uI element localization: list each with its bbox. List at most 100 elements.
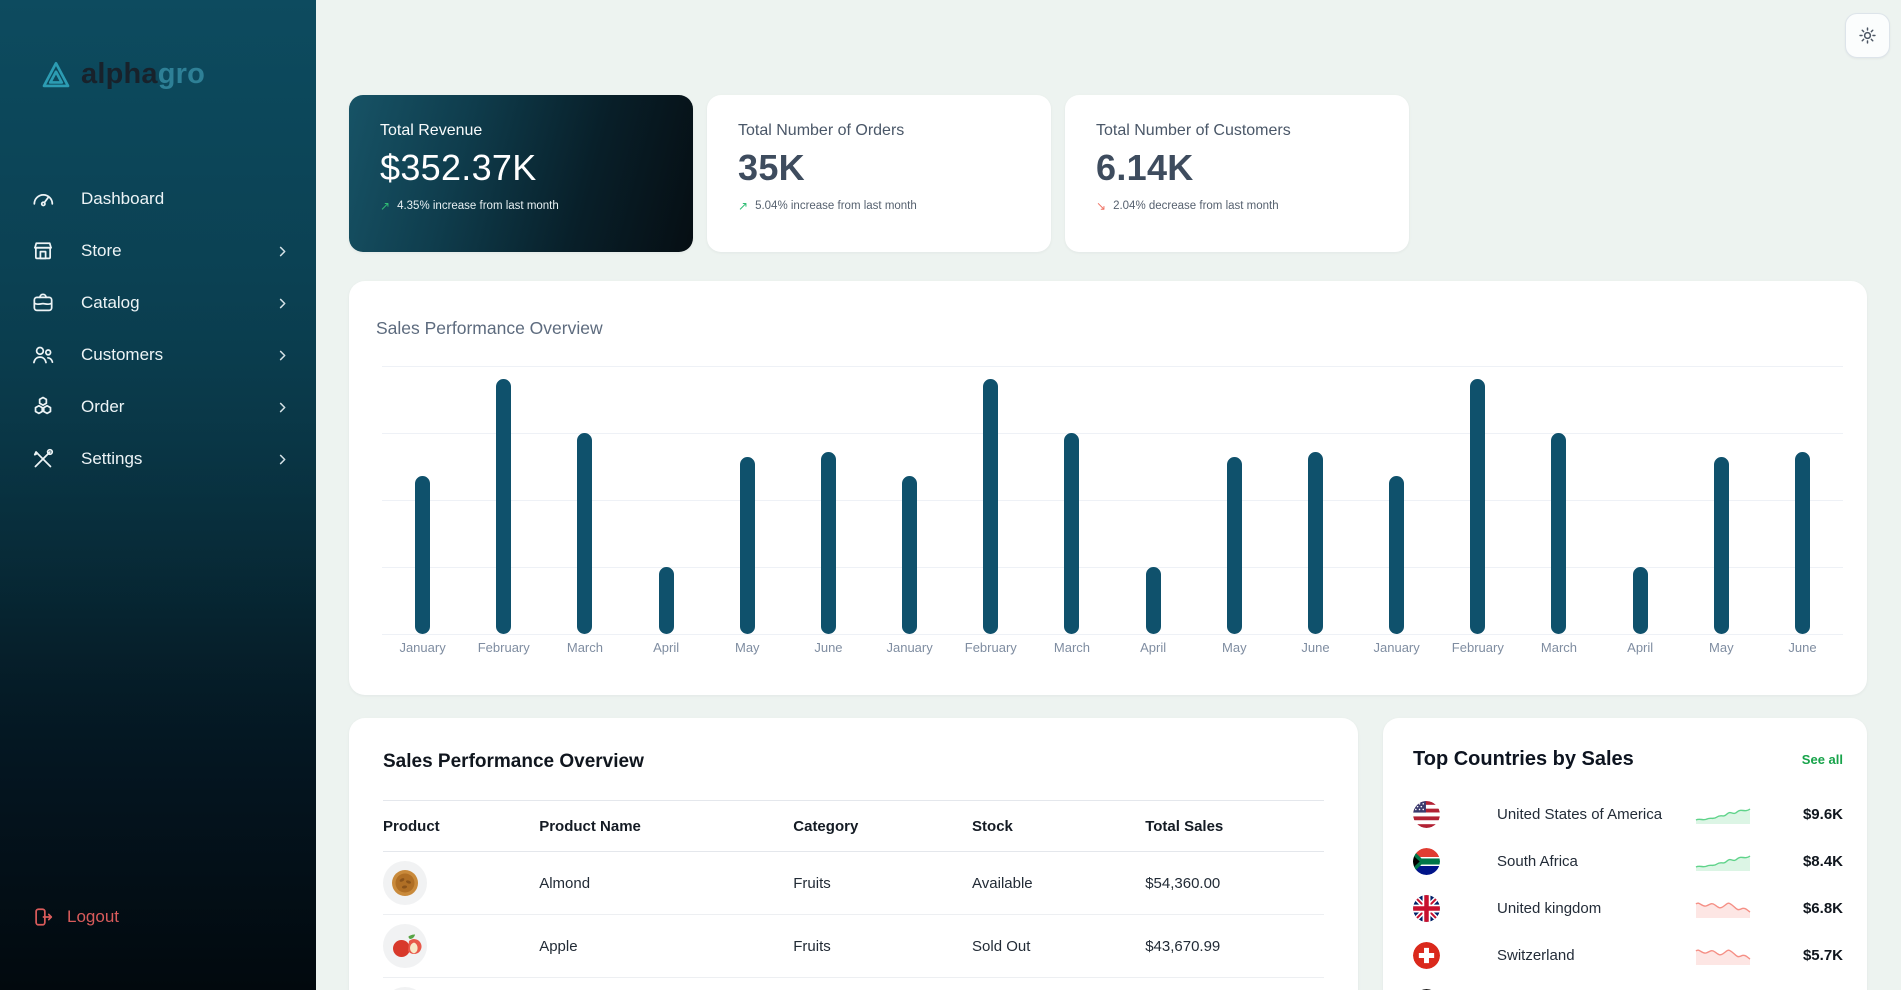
cubes-icon [30, 394, 56, 420]
cell-product-name: Almond [539, 874, 591, 892]
x-axis-label: February [477, 640, 530, 655]
bar-slot [1681, 366, 1762, 634]
product-image-apple [383, 924, 427, 968]
table-body: Almond Fruits Available $54,360.00 Apple Frui… [383, 852, 1324, 990]
table-header-row: Product Product Name Category Stock Total Sa… [383, 801, 1324, 852]
table-title: Sales Performance Overview [383, 751, 644, 772]
bar-march-2 [577, 433, 593, 634]
column-header-product-name: Product Name [539, 817, 641, 835]
bar-slot [626, 366, 707, 634]
x-axis-label: January [886, 640, 933, 655]
bar-january-12 [1389, 475, 1405, 634]
x-axis-label: April [653, 640, 680, 655]
sparkline-down-icon [1695, 898, 1751, 919]
stat-delta-text: 4.35% increase from last month [397, 200, 559, 212]
table-row-apple: Apple Fruits Sold Out $43,670.99 [383, 915, 1324, 978]
x-axis-label: January [1373, 640, 1420, 655]
bar-chart [382, 366, 1843, 635]
country-row-south-africa: South Africa $8.4K [1413, 838, 1843, 885]
country-row-uk: United kingdom $6.8K [1413, 885, 1843, 932]
bar-slot [382, 366, 463, 634]
x-axis-label: June [814, 640, 843, 655]
x-axis-label: January [399, 640, 446, 655]
stat-value: $352.37K [380, 147, 537, 188]
top-countries-card: Top Countries by Sales See all United St… [1383, 718, 1867, 990]
stat-card-total-number-of-customers: Total Number of Customers 6.14K ↘ 2.04% dec… [1065, 95, 1409, 252]
column-header-category: Category [793, 817, 859, 835]
top-countries-title: Top Countries by Sales [1413, 748, 1634, 770]
column-header-product: Product [383, 817, 440, 835]
top-countries-header: Top Countries by Sales See all [1413, 748, 1843, 771]
bar-june-5 [820, 451, 836, 634]
x-axis-label: May [1709, 640, 1734, 655]
chart-gridline [382, 433, 1843, 434]
users-icon [30, 342, 56, 368]
chevron-right-icon [275, 400, 290, 415]
table-row-almond: Almond Fruits Available $54,360.00 [383, 852, 1324, 915]
logout-label: Logout [67, 907, 119, 926]
country-row-usa: United States of America $9.6K [1413, 791, 1843, 838]
theme-toggle-button[interactable] [1845, 13, 1890, 58]
x-axis-label: February [964, 640, 1017, 655]
x-axis-label: March [1053, 640, 1091, 655]
country-sales-value: $6.8K [1802, 900, 1843, 917]
x-axis-label: May [1222, 640, 1247, 655]
bar-january-0 [415, 475, 431, 634]
tools-icon [30, 446, 56, 472]
bar-april-9 [1145, 567, 1161, 634]
sidebar-item-order[interactable]: Order [0, 381, 316, 433]
top-countries-list: United States of America $9.6K South Afric… [1413, 791, 1843, 990]
table-divider [383, 800, 1324, 801]
cell-total-sales: $54,360.00 [1145, 874, 1221, 892]
x-axis-label: April [1627, 640, 1654, 655]
bar-slot [1275, 366, 1356, 634]
chart-gridline [382, 500, 1843, 501]
bar-slot [869, 366, 950, 634]
sidebar-item-label: Order [81, 397, 125, 416]
sidebar-item-customers[interactable]: Customers [0, 329, 316, 381]
chart-gridline [382, 567, 1843, 568]
sidebar-item-settings[interactable]: Settings [0, 433, 316, 485]
chart-gridline [382, 366, 1843, 367]
x-axis-label: May [734, 640, 760, 655]
bar-may-4 [739, 457, 755, 634]
sidebar-item-dashboard[interactable]: Dashboard [0, 173, 316, 225]
stat-delta-text: 5.04% increase from last month [755, 200, 917, 212]
stat-title: Total Number of Customers [1096, 122, 1291, 139]
bar-april-15 [1632, 567, 1648, 634]
logo-text: alphagro [81, 58, 205, 91]
cell-stock: Sold Out [972, 937, 1031, 955]
logo-triangle-icon [42, 61, 70, 87]
bar-slot [1356, 366, 1437, 634]
gauge-icon [30, 186, 56, 212]
logout-button[interactable]: Logout [32, 906, 119, 928]
catalog-icon [30, 290, 56, 316]
sidebar-item-catalog[interactable]: Catalog [0, 277, 316, 329]
bar-slot [1031, 366, 1112, 634]
sidebar-nav: Dashboard Store Catalog Customers Order Setti… [0, 173, 316, 485]
chart-gridline [382, 634, 1843, 635]
sidebar: alphagro Dashboard Store Catalog Customers O… [0, 0, 316, 990]
sidebar-item-label: Settings [81, 449, 143, 468]
stats-row: Total Revenue $352.37K ↗ 4.35% increase fro… [349, 95, 1867, 252]
cell-stock: Available [972, 874, 1033, 892]
cell-category: Fruits [793, 874, 831, 892]
sidebar-item-label: Dashboard [81, 189, 165, 208]
bar-slot [707, 366, 788, 634]
chevron-right-icon [275, 348, 290, 363]
bar-slot [1194, 366, 1275, 634]
flag-usa-icon [1413, 801, 1440, 828]
x-axis-label: April [1140, 640, 1167, 655]
sales-chart-card: Sales Performance Overview January Februa… [349, 281, 1867, 695]
sparkline-down-icon [1695, 945, 1751, 966]
sidebar-item-store[interactable]: Store [0, 225, 316, 277]
bar-february-13 [1470, 379, 1486, 634]
x-axis-label: March [566, 640, 603, 655]
see-all-link[interactable]: See all [1801, 752, 1843, 767]
country-name: United kingdom [1497, 900, 1602, 917]
country-row-germany: Germany$4.8K [1413, 979, 1843, 990]
bar-june-11 [1307, 451, 1323, 634]
trend-up-arrow-icon: ↗ [738, 199, 749, 213]
product-image-curd [383, 987, 427, 990]
country-name: South Africa [1497, 853, 1578, 870]
